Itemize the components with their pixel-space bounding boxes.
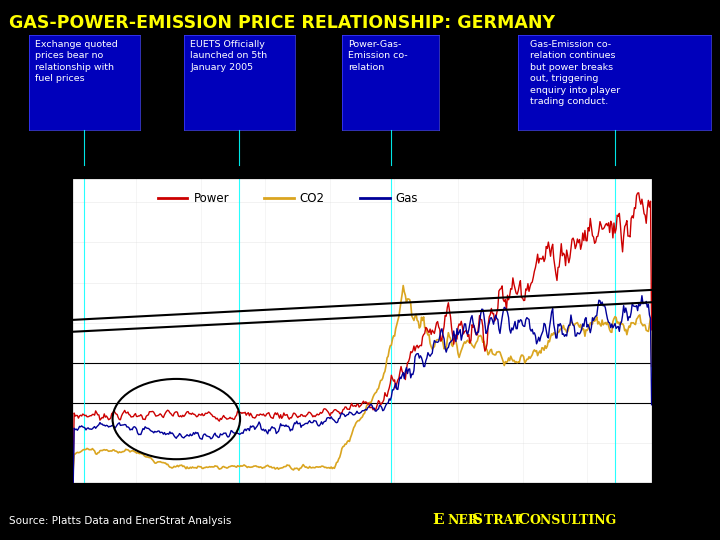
- Gas: [100, 422, 109, 428]
- Text: ONSULTING: ONSULTING: [530, 514, 617, 526]
- Y-axis label: Eur/ mt: Eur/ mt: [680, 310, 690, 352]
- Line: Gas: Gas: [72, 296, 652, 540]
- Power: [647, 327, 656, 333]
- Power: [508, 275, 517, 281]
- Text: S: S: [472, 512, 482, 526]
- Line: CO2: CO2: [72, 286, 652, 489]
- Gas: [418, 358, 427, 365]
- CO2: [419, 314, 428, 320]
- Power: [477, 316, 486, 323]
- Gas: [477, 306, 486, 313]
- Legend: Power, CO2, Gas: Power, CO2, Gas: [153, 187, 423, 210]
- CO2: [399, 282, 408, 289]
- Text: EUETS Officially
launched on 5th
January 2005: EUETS Officially launched on 5th January…: [190, 40, 267, 72]
- CO2: [585, 323, 593, 330]
- Line: Power: Power: [72, 193, 652, 540]
- Gas: [508, 327, 517, 333]
- Power: [584, 225, 593, 231]
- Gas: [584, 321, 593, 328]
- CO2: [569, 321, 577, 328]
- CO2: [100, 447, 109, 453]
- Text: GAS-POWER-EMISSION PRICE RELATIONSHIP: GERMANY: GAS-POWER-EMISSION PRICE RELATIONSHIP: G…: [9, 14, 555, 31]
- Text: NER: NER: [448, 514, 479, 526]
- Gas: [647, 401, 656, 408]
- Text: Power-Gas-
Emission co-
relation: Power-Gas- Emission co- relation: [348, 40, 408, 72]
- CO2: [647, 363, 656, 369]
- Text: E: E: [432, 512, 444, 526]
- Power: [418, 334, 427, 340]
- Y-axis label: Eur/ MWh: Eur/ MWh: [34, 304, 44, 357]
- Power: [100, 410, 109, 417]
- Power: [634, 190, 643, 196]
- Text: Source: Platts Data and EnerStrat Analysis: Source: Platts Data and EnerStrat Analys…: [9, 516, 232, 526]
- Text: Gas-Emission co-
relation continues
but power breaks
out, triggering
enquiry int: Gas-Emission co- relation continues but …: [530, 40, 620, 106]
- Power: [567, 236, 576, 242]
- Gas: [638, 293, 647, 299]
- CO2: [479, 339, 487, 346]
- Text: C: C: [517, 512, 529, 526]
- Text: TRAT: TRAT: [484, 514, 526, 526]
- CO2: [510, 357, 518, 363]
- Text: Exchange quoted
prices bear no
relationship with
fuel prices: Exchange quoted prices bear no relations…: [35, 40, 118, 83]
- CO2: [68, 486, 76, 492]
- Gas: [567, 319, 576, 325]
